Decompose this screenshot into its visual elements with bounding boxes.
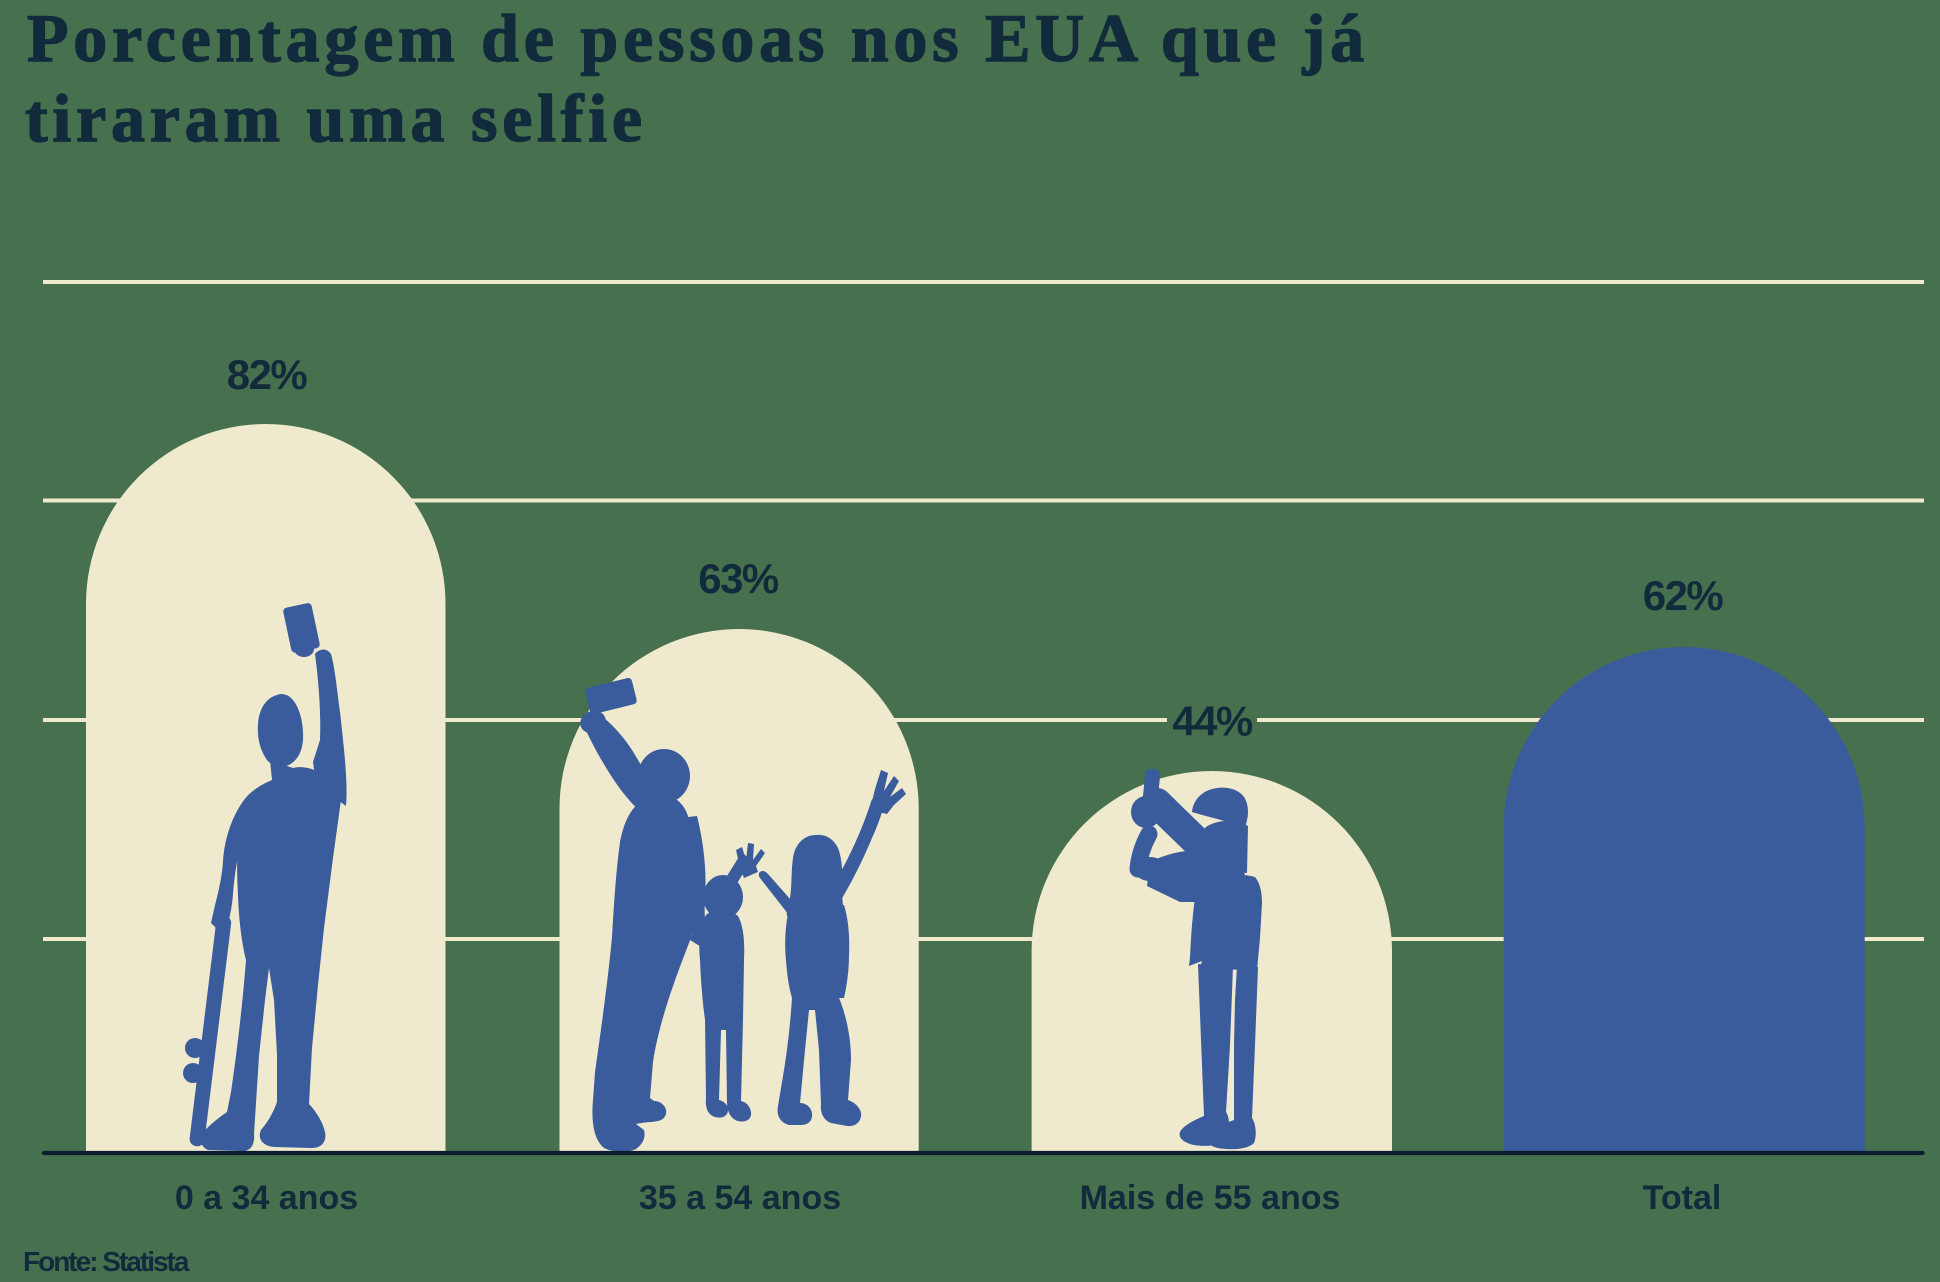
svg-text:0 a 34 anos: 0 a 34 anos (175, 1179, 358, 1217)
svg-text:Fonte: Statista: Fonte: Statista (23, 1246, 190, 1277)
svg-text:tiraram uma selfie: tiraram uma selfie (25, 80, 647, 156)
svg-text:82%: 82% (227, 351, 308, 398)
svg-text:Total: Total (1643, 1179, 1722, 1217)
svg-text:Porcentagem de pessoas nos EUA: Porcentagem de pessoas nos EUA que já (27, 0, 1369, 76)
svg-text:44%: 44% (1172, 698, 1253, 745)
svg-text:62%: 62% (1643, 572, 1724, 619)
svg-text:35 a 54 anos: 35 a 54 anos (639, 1179, 841, 1217)
svg-text:63%: 63% (698, 555, 779, 602)
svg-text:Mais de 55 anos: Mais de 55 anos (1080, 1179, 1341, 1217)
